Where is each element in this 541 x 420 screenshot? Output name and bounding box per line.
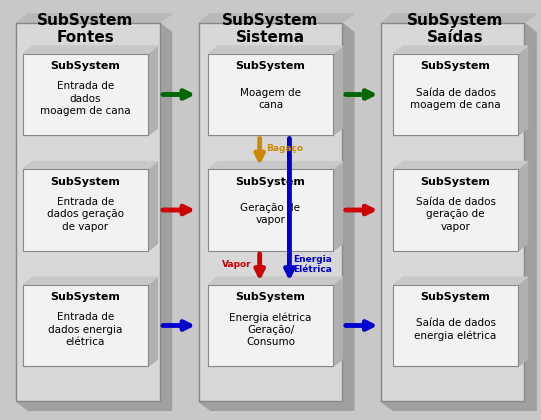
Polygon shape (381, 14, 536, 23)
Polygon shape (393, 244, 527, 251)
Polygon shape (199, 401, 354, 410)
FancyBboxPatch shape (23, 169, 148, 251)
Text: Bagaço: Bagaço (266, 144, 303, 153)
Text: SubSystem: SubSystem (235, 61, 306, 71)
Polygon shape (148, 46, 157, 135)
Text: Energia elétrica
Geração/
Consumo: Energia elétrica Geração/ Consumo (229, 312, 312, 347)
Polygon shape (23, 277, 157, 285)
Polygon shape (393, 128, 527, 135)
Text: Geração de
vapor: Geração de vapor (241, 203, 300, 226)
Polygon shape (524, 23, 536, 410)
Polygon shape (333, 161, 342, 251)
FancyBboxPatch shape (23, 285, 148, 366)
Polygon shape (333, 46, 342, 135)
Polygon shape (208, 128, 342, 135)
Polygon shape (393, 277, 527, 285)
Polygon shape (518, 277, 527, 366)
Polygon shape (23, 161, 157, 169)
FancyBboxPatch shape (393, 169, 518, 251)
Text: SubSystem
Fontes: SubSystem Fontes (37, 13, 134, 45)
Polygon shape (518, 46, 527, 135)
Polygon shape (342, 23, 354, 410)
FancyBboxPatch shape (393, 285, 518, 366)
Text: Entrada de
dados geração
de vapor: Entrada de dados geração de vapor (47, 197, 124, 231)
FancyBboxPatch shape (208, 285, 333, 366)
Text: Saída de dados
moagem de cana: Saída de dados moagem de cana (410, 87, 501, 110)
Polygon shape (16, 14, 171, 23)
FancyBboxPatch shape (381, 23, 524, 401)
FancyBboxPatch shape (393, 53, 518, 135)
Polygon shape (23, 128, 157, 135)
Polygon shape (148, 277, 157, 366)
Text: Saída de dados
geração de
vapor: Saída de dados geração de vapor (415, 197, 496, 231)
Polygon shape (381, 401, 536, 410)
Text: SubSystem: SubSystem (420, 61, 491, 71)
Polygon shape (393, 161, 527, 169)
Polygon shape (199, 14, 354, 23)
Polygon shape (160, 23, 171, 410)
Text: SubSystem
Sistema: SubSystem Sistema (222, 13, 319, 45)
Polygon shape (23, 244, 157, 251)
Text: Entrada de
dados
moagem de cana: Entrada de dados moagem de cana (40, 81, 131, 116)
Polygon shape (148, 161, 157, 251)
FancyBboxPatch shape (208, 53, 333, 135)
Text: Energia
Elétrica: Energia Elétrica (293, 255, 332, 274)
Text: SubSystem: SubSystem (420, 176, 491, 186)
Text: Vapor: Vapor (222, 260, 252, 269)
Polygon shape (208, 244, 342, 251)
FancyBboxPatch shape (208, 169, 333, 251)
Text: SubSystem: SubSystem (50, 61, 121, 71)
Polygon shape (208, 359, 342, 366)
FancyBboxPatch shape (199, 23, 342, 401)
Polygon shape (208, 46, 342, 53)
Polygon shape (23, 46, 157, 53)
Polygon shape (23, 359, 157, 366)
Polygon shape (208, 161, 342, 169)
Polygon shape (393, 359, 527, 366)
Text: SubSystem: SubSystem (235, 292, 306, 302)
Text: Moagem de
cana: Moagem de cana (240, 87, 301, 110)
Text: SubSystem: SubSystem (420, 292, 491, 302)
Polygon shape (16, 401, 171, 410)
Text: SubSystem
Saídas: SubSystem Saídas (407, 13, 504, 45)
Text: SubSystem: SubSystem (50, 176, 121, 186)
Text: SubSystem: SubSystem (50, 292, 121, 302)
Text: Entrada de
dados energia
elétrica: Entrada de dados energia elétrica (48, 312, 123, 347)
Text: SubSystem: SubSystem (235, 176, 306, 186)
Polygon shape (518, 161, 527, 251)
Polygon shape (393, 46, 527, 53)
FancyBboxPatch shape (16, 23, 160, 401)
Text: Saída de dados
energia elétrica: Saída de dados energia elétrica (414, 318, 497, 341)
Polygon shape (208, 277, 342, 285)
FancyBboxPatch shape (23, 53, 148, 135)
Polygon shape (333, 277, 342, 366)
